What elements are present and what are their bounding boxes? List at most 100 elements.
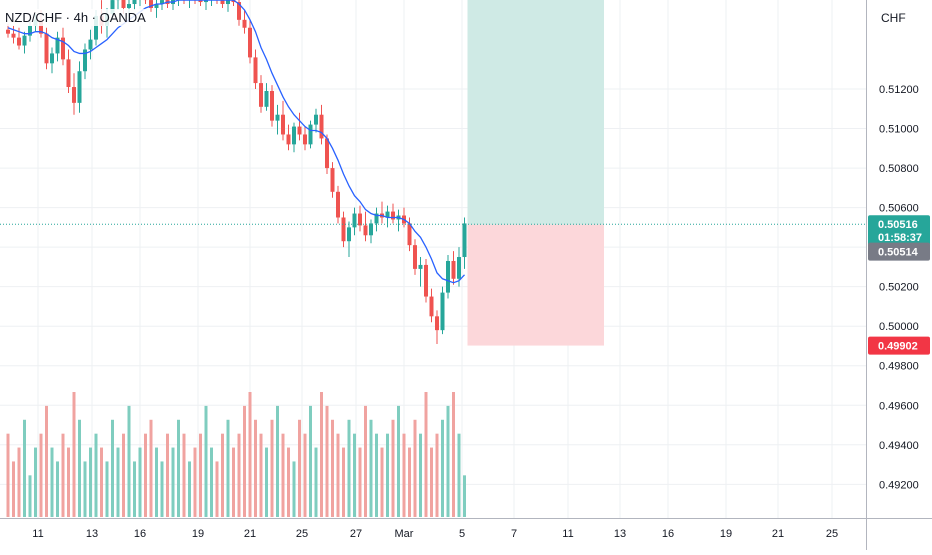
candle-body [270, 91, 274, 121]
volume-bar [177, 420, 180, 517]
volume-bar [150, 420, 153, 517]
candle-body [45, 34, 49, 64]
x-tick-label: 21 [244, 528, 256, 540]
volume-bar [441, 420, 444, 517]
candle-body [419, 265, 423, 269]
symbol-title[interactable]: NZD/CHF · 4h · OANDA [2, 9, 149, 26]
volume-bar [386, 434, 389, 517]
candle-body [435, 316, 439, 330]
candle-body [314, 115, 318, 125]
candle-body [127, 4, 131, 8]
volume-bar [408, 448, 411, 517]
volume-bars [7, 392, 467, 517]
volume-bar [122, 434, 125, 517]
volume-bar [40, 434, 43, 517]
candle-body [23, 36, 27, 46]
volume-bar [210, 448, 213, 517]
volume-bar [370, 420, 373, 517]
volume-bar [436, 434, 439, 517]
volume-bar [254, 420, 257, 517]
candle-body [243, 20, 247, 28]
candle-body [248, 28, 252, 58]
volume-bar [419, 434, 422, 517]
y-tick-label: 0.50000 [879, 321, 919, 333]
candle-body [78, 71, 82, 103]
candle-body [457, 257, 461, 279]
candle-body [441, 293, 445, 331]
volume-bar [304, 434, 307, 517]
volume-bar [430, 448, 433, 517]
volume-bar [359, 448, 362, 517]
volume-bar [337, 434, 340, 517]
candle-body [133, 0, 137, 4]
volume-bar [18, 448, 21, 517]
currency-label[interactable]: CHF [881, 11, 906, 25]
volume-bar [155, 448, 158, 517]
candle-body [424, 265, 428, 297]
volume-bar [298, 420, 301, 517]
volume-bar [326, 406, 329, 517]
volume-bar [364, 406, 367, 517]
x-tick-label: 11 [562, 528, 573, 540]
y-tick-label: 0.51200 [879, 84, 919, 96]
candle-body [325, 138, 329, 168]
y-tick-label: 0.49400 [879, 440, 919, 452]
x-tick-label: 27 [350, 528, 362, 540]
volume-bar [287, 448, 290, 517]
volume-bar [29, 475, 32, 517]
volume-bar [183, 434, 186, 517]
volume-bar [331, 420, 334, 517]
candle-body [391, 212, 395, 220]
candle-body [17, 38, 21, 46]
volume-bar [78, 420, 81, 517]
stop-price-value: 0.49902 [878, 341, 918, 353]
x-tick-label: 13 [86, 528, 98, 540]
volume-bar [89, 448, 92, 517]
volume-bar [161, 461, 164, 517]
volume-bar [238, 434, 241, 517]
candle-body [265, 91, 269, 107]
candle-body [309, 125, 313, 145]
volume-bar [392, 420, 395, 517]
x-tick-label: 13 [614, 528, 626, 540]
volume-bar [117, 448, 120, 517]
y-tick-label: 0.51000 [879, 124, 919, 136]
volume-bar [397, 406, 400, 517]
volume-bar [51, 448, 54, 517]
candle-body [336, 192, 340, 218]
volume-bar [452, 392, 455, 517]
candle-body [463, 223, 467, 257]
x-tick-label: 21 [772, 528, 784, 540]
volume-bar [463, 475, 466, 517]
candle-body [276, 115, 280, 121]
volume-bar [381, 448, 384, 517]
candle-body [12, 34, 16, 38]
volume-bar [309, 406, 312, 517]
volume-bar [144, 434, 147, 517]
x-tick-label: 7 [511, 528, 517, 540]
volume-bar [232, 448, 235, 517]
volume-bar [282, 434, 285, 517]
volume-bar [216, 461, 219, 517]
candle-body [342, 217, 346, 241]
y-tick-label: 0.49600 [879, 400, 919, 412]
volume-bar [199, 434, 202, 517]
candle-body [364, 225, 368, 235]
volume-bar [265, 448, 268, 517]
volume-bar [403, 434, 406, 517]
volume-bar [320, 392, 323, 517]
candle-body [287, 134, 291, 144]
candle-body [6, 30, 10, 34]
volume-bar [194, 448, 197, 517]
x-tick-label: 19 [720, 528, 732, 540]
volume-bar [348, 420, 351, 517]
candle-body [281, 115, 285, 135]
volume-bar [133, 461, 136, 517]
volume-bar [276, 406, 279, 517]
volume-bar [353, 434, 356, 517]
volume-bar [172, 448, 175, 517]
x-tick-label: 25 [296, 528, 308, 540]
volume-bar [67, 448, 70, 517]
